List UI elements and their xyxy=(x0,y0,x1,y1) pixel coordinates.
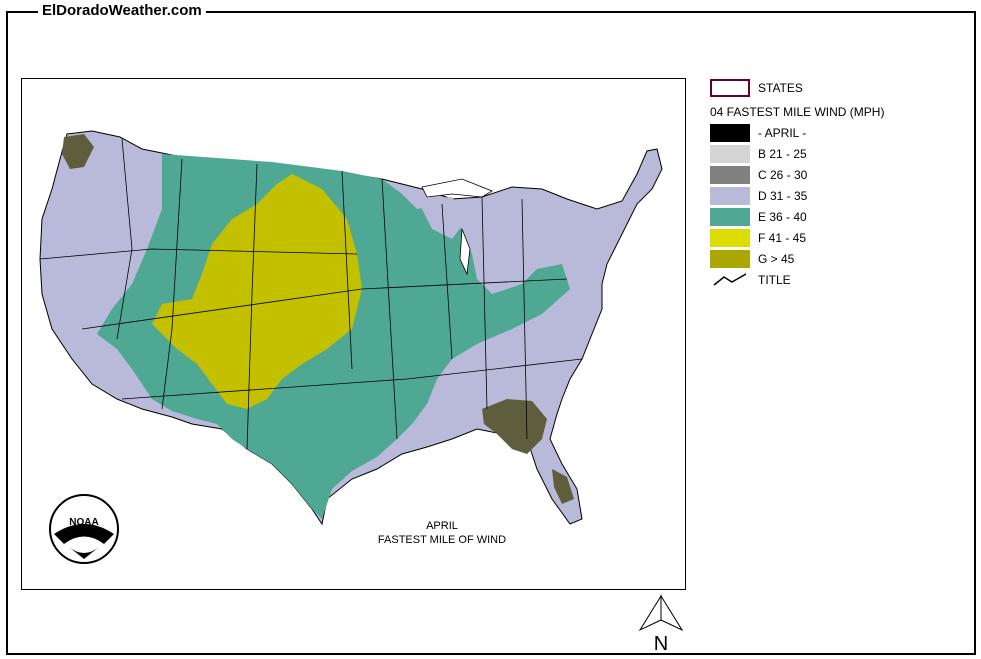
legend-label: C 26 - 30 xyxy=(758,168,808,182)
legend-item: D 31 - 35 xyxy=(710,186,807,206)
legend-swatch xyxy=(710,145,750,163)
map-caption: APRIL FASTEST MILE OF WIND xyxy=(362,519,522,547)
legend-label: F 41 - 45 xyxy=(758,231,807,245)
zone-g-florida xyxy=(552,469,574,504)
zone-g-southeast xyxy=(482,399,547,454)
legend-swatch xyxy=(710,124,750,142)
legend-swatch xyxy=(710,208,750,226)
legend-title-label: TITLE xyxy=(758,273,791,287)
legend-item: - APRIL - xyxy=(710,123,806,143)
legend-item: B 21 - 25 xyxy=(710,144,807,164)
legend-label: G > 45 xyxy=(758,252,795,266)
svg-text:NOAA: NOAA xyxy=(69,517,98,528)
legend-swatch xyxy=(710,250,750,268)
legend-label: B 21 - 25 xyxy=(758,147,807,161)
caption-month: APRIL xyxy=(426,520,458,532)
legend-states-label: STATES xyxy=(758,81,803,95)
legend-item: F 41 - 45 xyxy=(710,228,806,248)
title-line-icon xyxy=(713,273,747,286)
legend-item: E 36 - 40 xyxy=(710,207,807,227)
north-arrow: N xyxy=(636,594,686,655)
map-panel: NOAA APRIL FASTEST MILE OF WIND xyxy=(21,78,686,590)
north-arrow-icon: N xyxy=(638,594,684,655)
legend-heading: 04 FASTEST MILE WIND (MPH) xyxy=(710,105,885,119)
us-wind-map: NOAA xyxy=(39,130,663,564)
legend-title-row: TITLE xyxy=(710,270,791,290)
legend-label: D 31 - 35 xyxy=(758,189,808,203)
legend-label: - APRIL - xyxy=(758,126,807,140)
legend-swatch xyxy=(710,229,750,247)
noaa-logo-icon: NOAA xyxy=(49,494,119,564)
legend-label: E 36 - 40 xyxy=(758,210,807,224)
caption-subject: FASTEST MILE OF WIND xyxy=(377,534,507,546)
legend-item: G > 45 xyxy=(710,249,794,269)
state-boundaries xyxy=(39,138,583,450)
legend-swatch xyxy=(710,166,750,184)
north-label: N xyxy=(654,633,668,654)
zone-d-west xyxy=(62,249,132,324)
legend-states-row: STATES xyxy=(710,78,803,98)
map-frame xyxy=(6,11,976,655)
zone-d-lakes xyxy=(417,197,467,239)
zone-f-plains xyxy=(152,174,362,409)
states-swatch xyxy=(710,79,750,97)
legend-item: C 26 - 30 xyxy=(710,165,807,185)
site-title: ElDoradoWeather.com xyxy=(38,2,206,20)
zone-g-northwest xyxy=(62,134,94,169)
legend-swatch xyxy=(710,187,750,205)
